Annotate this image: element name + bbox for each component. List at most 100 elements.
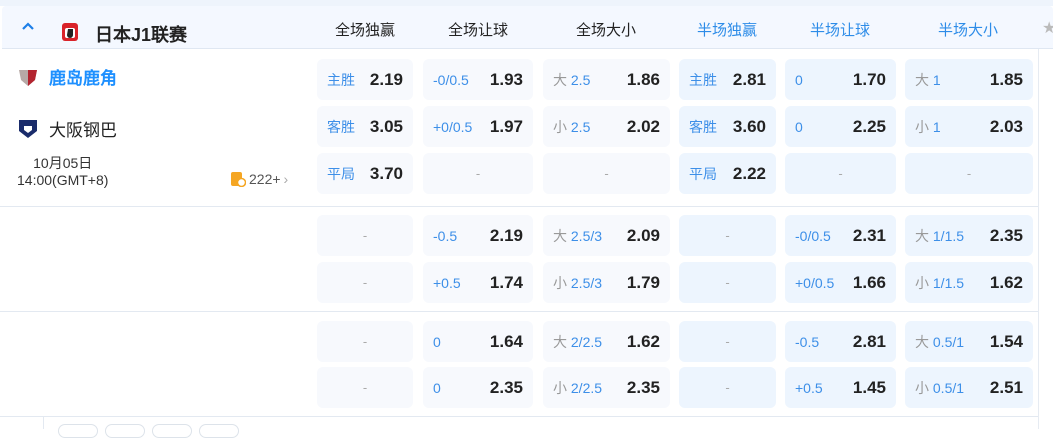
odds-label: 大 2/2.5 <box>553 332 602 352</box>
odds-cell[interactable]: 平局 2.22 <box>679 153 776 194</box>
over-under-prefix: 小 <box>915 379 929 396</box>
odds-value: 2.03 <box>989 116 1023 136</box>
odds-value: 1.85 <box>989 69 1023 89</box>
odds-cell[interactable]: 大 0.5/1 1.54 <box>905 321 1033 362</box>
over-under-prefix: 大 <box>553 333 567 350</box>
odds-label: 主胜 <box>689 70 717 90</box>
odds-cell[interactable]: -0/0.5 2.31 <box>785 215 896 256</box>
odds-label: 平局 <box>689 164 717 184</box>
odds-cell[interactable]: 平局 3.70 <box>317 153 413 194</box>
divider <box>0 206 1038 207</box>
odds-cell[interactable]: 小 1 2.03 <box>905 106 1033 147</box>
filter-pill[interactable] <box>199 424 239 438</box>
over-under-prefix: 大 <box>553 71 567 88</box>
over-under-prefix: 小 <box>915 118 929 135</box>
over-under-prefix: 小 <box>915 274 929 291</box>
odds-label: 0 <box>795 119 803 135</box>
odds-label: 小 1/1.5 <box>915 273 964 293</box>
odds-value: 1.79 <box>626 272 660 292</box>
odds-label: 0 <box>795 72 803 88</box>
column-header: 半场大小 <box>937 22 998 39</box>
odds-handicap: 平局 <box>327 165 355 182</box>
odds-cell[interactable]: 0 2.35 <box>423 367 533 408</box>
odds-label: 客胜 <box>327 117 355 137</box>
odds-label: -0/0.5 <box>795 228 831 244</box>
odds-label: 小 0.5/1 <box>915 378 964 398</box>
odds-cell[interactable]: 主胜 2.81 <box>679 59 776 100</box>
away-team[interactable]: 大阪钢巴 <box>17 116 117 141</box>
away-team-logo-icon <box>19 119 37 138</box>
home-team[interactable]: 鹿岛鹿角 <box>17 64 117 89</box>
odds-cell-empty: - <box>679 321 776 362</box>
match-date: 10月05日 <box>33 155 93 171</box>
odds-cell[interactable]: 大 2.5/3 2.09 <box>543 215 670 256</box>
odds-handicap: +0/0.5 <box>795 274 835 291</box>
chevron-up-icon[interactable] <box>22 20 34 32</box>
odds-cell[interactable]: 大 2/2.5 1.62 <box>543 321 670 362</box>
league-header: 日本J1联赛 <box>2 6 1053 49</box>
odds-label: +0.5 <box>795 380 823 396</box>
chevron-right-icon: › <box>283 171 289 187</box>
odds-label: 大 2.5/3 <box>553 226 602 246</box>
odds-value: 1.62 <box>626 331 660 351</box>
divider <box>1038 49 1039 429</box>
odds-label: 大 2.5 <box>553 70 590 90</box>
odds-cell[interactable]: 客胜 3.05 <box>317 106 413 147</box>
odds-cell[interactable]: 小 2.5 2.02 <box>543 106 670 147</box>
odds-cell[interactable]: 大 1/1.5 2.35 <box>905 215 1033 256</box>
odds-handicap: 主胜 <box>689 71 717 88</box>
filter-pill[interactable] <box>105 424 145 438</box>
more-markets-link[interactable]: 222+ › <box>230 171 288 187</box>
odds-handicap: 1/1.5 <box>932 227 965 244</box>
odds-cell[interactable]: -0.5 2.19 <box>423 215 533 256</box>
odds-handicap: 0 <box>433 379 441 396</box>
favorite-star-icon[interactable]: ★ <box>1042 20 1053 37</box>
odds-value: 1.97 <box>489 116 523 136</box>
odds-label: +0/0.5 <box>433 119 472 135</box>
odds-cell[interactable]: -0/0.5 1.93 <box>423 59 533 100</box>
divider <box>0 311 1038 312</box>
odds-handicap: -0/0.5 <box>433 71 469 88</box>
odds-value: 2.25 <box>852 116 886 136</box>
odds-value: 2.22 <box>732 163 766 183</box>
odds-cell[interactable]: 大 2.5 1.86 <box>543 59 670 100</box>
odds-cell-empty: - <box>317 321 413 362</box>
odds-handicap: 1 <box>932 118 941 135</box>
odds-cell[interactable]: 小 2/2.5 2.35 <box>543 367 670 408</box>
odds-cell[interactable]: +0/0.5 1.66 <box>785 262 896 303</box>
odds-cell[interactable]: 客胜 3.60 <box>679 106 776 147</box>
over-under-prefix: 大 <box>915 227 929 244</box>
filter-pill[interactable] <box>152 424 192 438</box>
odds-label: +0.5 <box>433 275 461 291</box>
odds-value: 3.05 <box>369 116 403 136</box>
odds-handicap: -0.5 <box>433 227 458 244</box>
odds-label: 0 <box>433 334 441 350</box>
top-bar <box>0 0 1053 6</box>
odds-value: 3.70 <box>369 163 403 183</box>
odds-label: 小 1 <box>915 117 941 137</box>
odds-value: 1.74 <box>489 272 523 292</box>
odds-cell[interactable]: 主胜 2.19 <box>317 59 413 100</box>
odds-cell[interactable]: -0.5 2.81 <box>785 321 896 362</box>
odds-cell[interactable]: 大 1 1.85 <box>905 59 1033 100</box>
over-under-prefix: 大 <box>915 71 929 88</box>
odds-cell[interactable]: 小 0.5/1 2.51 <box>905 367 1033 408</box>
filter-pill[interactable] <box>58 424 98 438</box>
odds-cell[interactable]: +0.5 1.45 <box>785 367 896 408</box>
odds-cell[interactable]: 小 1/1.5 1.62 <box>905 262 1033 303</box>
odds-cell[interactable]: 0 1.70 <box>785 59 896 100</box>
odds-value: 2.51 <box>989 377 1023 397</box>
home-team-logo-icon <box>19 69 37 86</box>
odds-cell[interactable]: +0/0.5 1.97 <box>423 106 533 147</box>
odds-cell[interactable]: 0 1.64 <box>423 321 533 362</box>
odds-cell[interactable]: +0.5 1.74 <box>423 262 533 303</box>
odds-cell-empty: - <box>317 367 413 408</box>
odds-handicap: 0 <box>795 71 803 88</box>
odds-handicap: 2.5 <box>570 71 591 88</box>
odds-cell[interactable]: 小 2.5/3 1.79 <box>543 262 670 303</box>
odds-label: -0/0.5 <box>433 72 469 88</box>
odds-handicap: +0/0.5 <box>433 118 473 135</box>
odds-handicap: -0.5 <box>795 333 820 350</box>
odds-handicap: 主胜 <box>327 71 355 88</box>
odds-cell[interactable]: 0 2.25 <box>785 106 896 147</box>
